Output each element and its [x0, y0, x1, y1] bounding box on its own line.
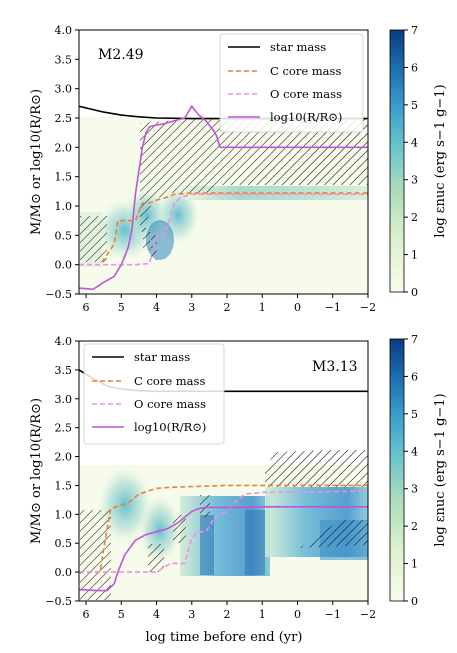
x-tick-label: 6	[83, 301, 90, 314]
bottom-colorbar: 0 1 2 3 4 5 6 7 log εnuc (erg s−1 g−1)	[389, 333, 448, 608]
bottom-convective-zones	[80, 450, 368, 600]
series-line-2	[79, 490, 368, 573]
y-tick-label: −0.5	[45, 595, 72, 608]
colorbar-tick-label: 3	[411, 174, 418, 187]
legend-o-core-label: O core mass	[134, 397, 206, 411]
x-tick-label: −2	[360, 301, 376, 314]
series-line-1	[79, 484, 368, 573]
y-tick-label: 4.0	[55, 335, 73, 348]
bottom-plot-frame	[78, 340, 369, 602]
y-tick-label: 4.0	[55, 24, 73, 37]
x-tick-label: 4	[153, 608, 160, 621]
y-tick-label: 1.0	[55, 508, 73, 521]
colorbar-tick-label: 0	[411, 595, 418, 608]
top-x-ticks: 6 5 4 3 2 1 0 −1 −2	[83, 294, 376, 314]
x-tick-label: 2	[224, 301, 231, 314]
x-tick-label: 6	[83, 608, 90, 621]
colorbar-tick-label: 2	[411, 520, 418, 533]
legend-c-core-label: C core mass	[134, 374, 205, 388]
top-colorbar-ticks: 0 1 2 3 4 5 6 7	[404, 24, 418, 299]
x-tick-label: 3	[188, 608, 195, 621]
x-tick-label: −1	[325, 608, 341, 621]
x-tick-label: 0	[294, 608, 301, 621]
series-line-3	[79, 505, 368, 592]
bottom-legend: star mass C core mass O core mass log10(…	[83, 343, 225, 445]
bottom-panel-title: M3.13	[312, 359, 358, 375]
legend-star-mass-label: star mass	[134, 350, 190, 364]
series-line-3	[79, 104, 368, 291]
colorbar-tick-label: 7	[411, 24, 418, 37]
legend-radius-label: log10(R/R⊙)	[270, 110, 342, 124]
bottom-x-axis-label: log time before end (yr)	[146, 630, 303, 645]
colorbar-tick-label: 6	[411, 370, 418, 383]
colorbar-tick-label: 1	[411, 249, 418, 262]
colorbar-tick-label: 0	[411, 286, 418, 299]
colorbar-tick-label: 6	[411, 61, 418, 74]
colorbar-tick-label: 7	[411, 333, 418, 346]
legend-o-core-label: O core mass	[270, 87, 342, 101]
y-tick-label: 1.0	[55, 200, 73, 213]
x-tick-label: 1	[259, 608, 266, 621]
top-panel-title: M2.49	[98, 47, 144, 63]
x-tick-label: 0	[294, 301, 301, 314]
y-tick-label: 3.0	[55, 83, 73, 96]
bottom-panel: 6 5 4 3 2 1 0 −1 −2 −0.5 0.0 0.5 1.0 1.5 2.0 2.5 3.0 3.5…	[29, 333, 448, 645]
y-tick-label: 3.5	[55, 53, 73, 66]
x-tick-label: 4	[153, 301, 160, 314]
x-tick-label: −1	[325, 301, 341, 314]
bottom-x-ticks: 6 5 4 3 2 1 0 −1 −2	[83, 601, 376, 621]
y-tick-label: 0.0	[55, 259, 73, 272]
y-tick-label: 2.0	[55, 141, 73, 154]
y-tick-label: 2.5	[55, 112, 73, 125]
series-line-2	[79, 193, 368, 266]
colorbar-tick-label: 4	[411, 445, 418, 458]
top-colorbar-label: log εnuc (erg s−1 g−1)	[433, 84, 448, 237]
top-y-axis-label: M/M⊙ or log10(R/R⊙)	[29, 89, 44, 235]
y-tick-label: 2.0	[55, 451, 73, 464]
x-tick-label: 2	[224, 608, 231, 621]
colorbar-tick-label: 2	[411, 211, 418, 224]
colorbar-tick-label: 5	[411, 99, 418, 112]
colorbar-tick-label: 5	[411, 408, 418, 421]
y-tick-label: 1.5	[55, 171, 73, 184]
y-tick-label: 1.5	[55, 479, 73, 492]
legend-c-core-label: C core mass	[270, 64, 341, 78]
colorbar-tick-label: 4	[411, 136, 418, 149]
colorbar-tick-label: 3	[411, 483, 418, 496]
y-tick-label: 0.0	[55, 566, 73, 579]
top-y-ticks: −0.5 0.0 0.5 1.0 1.5 2.0 2.5 3.0 3.5 4.0	[45, 24, 79, 301]
colorbar-tick-label: 1	[411, 558, 418, 571]
y-tick-label: 3.5	[55, 364, 73, 377]
bottom-y-axis-label: M/M⊙ or log10(R/R⊙)	[29, 398, 44, 544]
y-tick-label: 2.5	[55, 422, 73, 435]
y-tick-label: 3.0	[55, 393, 73, 406]
legend-star-mass-label: star mass	[270, 40, 326, 54]
bottom-y-ticks: −0.5 0.0 0.5 1.0 1.5 2.0 2.5 3.0 3.5 4.0	[45, 335, 79, 608]
top-panel: 6 5 4 3 2 1 0 −1 −2 −0.5 0.0 0.5 1.0 1.5 2.0 2.5 3.0 3.5…	[29, 24, 448, 314]
x-tick-label: 1	[259, 301, 266, 314]
series-line-1	[79, 192, 368, 266]
x-tick-label: −2	[360, 608, 376, 621]
x-tick-label: 5	[118, 608, 125, 621]
x-tick-label: 5	[118, 301, 125, 314]
legend-radius-label: log10(R/R⊙)	[134, 420, 206, 434]
bottom-colorbar-ticks: 0 1 2 3 4 5 6 7	[404, 333, 418, 608]
x-tick-label: 3	[188, 301, 195, 314]
top-plot-frame	[78, 29, 369, 295]
y-tick-label: 0.5	[55, 229, 73, 242]
bottom-colorbar-label: log εnuc (erg s−1 g−1)	[433, 393, 448, 546]
y-tick-label: −0.5	[45, 288, 72, 301]
top-colorbar: 0 1 2 3 4 5 6 7 log εnuc (erg s−1 g−1)	[389, 24, 448, 299]
y-tick-label: 0.5	[55, 537, 73, 550]
top-legend: star mass C core mass O core mass log10(…	[219, 33, 364, 133]
